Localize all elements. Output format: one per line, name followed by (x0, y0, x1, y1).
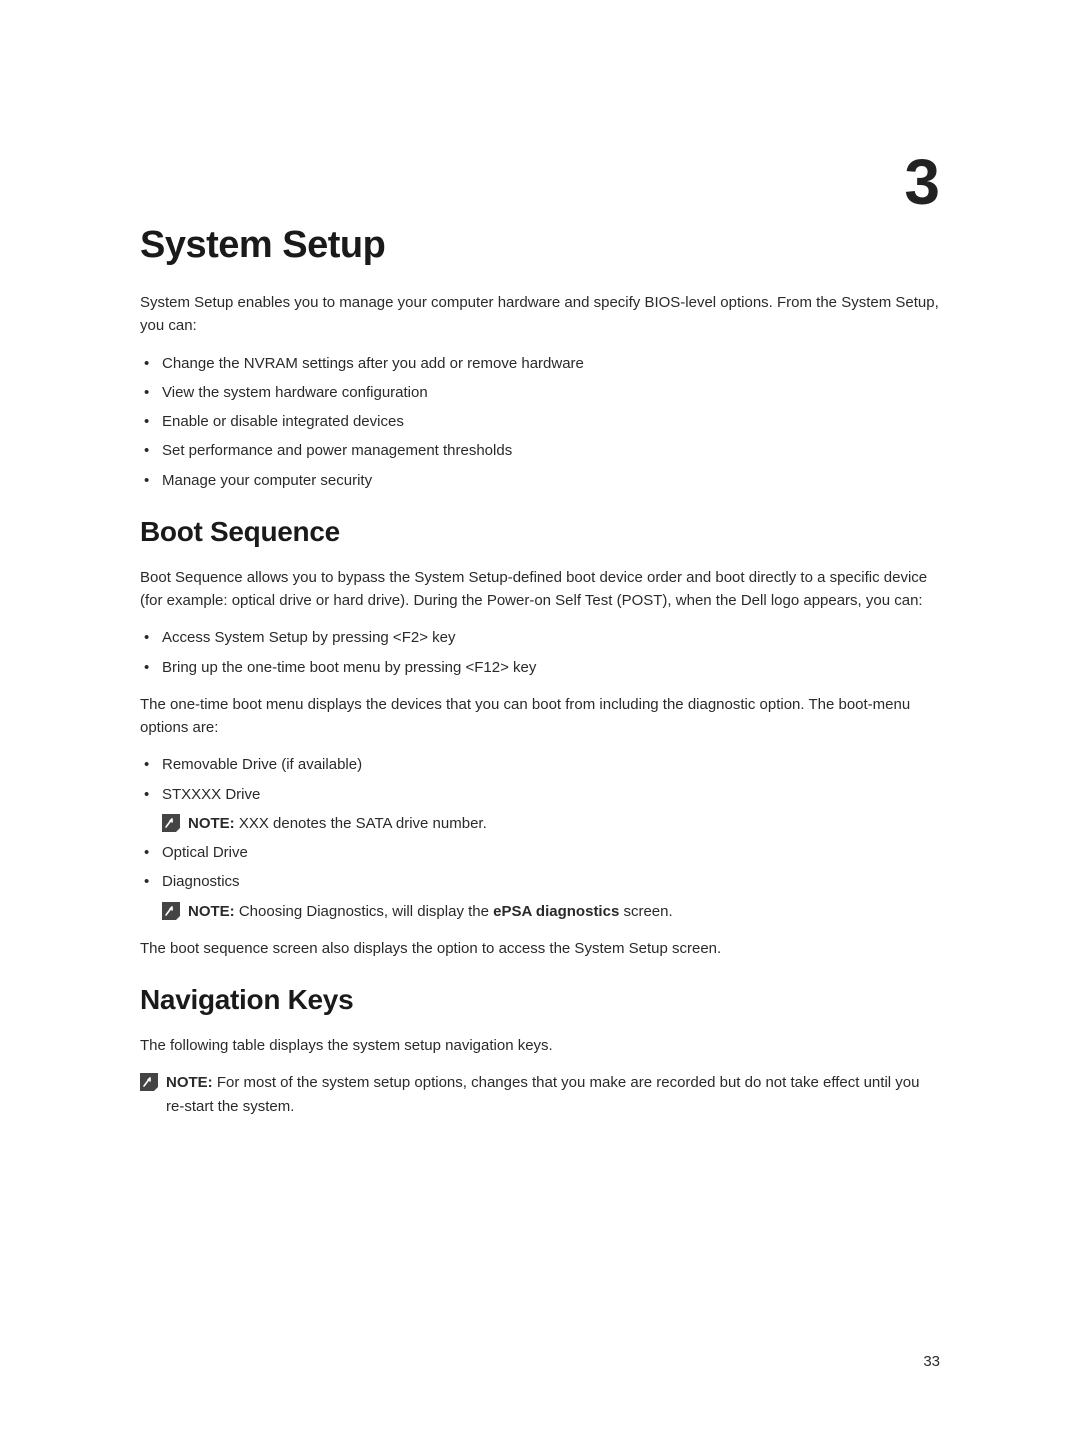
list-item: Change the NVRAM settings after you add … (140, 352, 940, 375)
note-label: NOTE: (188, 815, 235, 832)
intro-bullet-list: Change the NVRAM settings after you add … (140, 352, 940, 492)
list-item-text: Diagnostics (162, 873, 240, 890)
page-number: 33 (923, 1353, 940, 1370)
boot-bullet-list-2: Removable Drive (if available) STXXXX Dr… (140, 753, 940, 923)
note-label: NOTE: (188, 903, 235, 920)
chapter-number: 3 (140, 150, 940, 214)
list-item: Optical Drive (140, 841, 940, 864)
nav-paragraph-1: The following table displays the system … (140, 1034, 940, 1057)
note-text: NOTE: For most of the system setup optio… (166, 1071, 940, 1118)
note-icon (140, 1073, 158, 1091)
page-content: 3 System Setup System Setup enables you … (0, 0, 1080, 1178)
list-item: Bring up the one-time boot menu by press… (140, 656, 940, 679)
list-item: STXXXX Drive NOTE: XXX denotes the SATA … (140, 783, 940, 836)
note-icon (162, 814, 180, 832)
list-item: Diagnostics NOTE: Choosing Diagnostics, … (140, 870, 940, 923)
note-body: XXX denotes the SATA drive number. (235, 815, 487, 832)
boot-bullet-list-1: Access System Setup by pressing <F2> key… (140, 626, 940, 679)
intro-paragraph: System Setup enables you to manage your … (140, 291, 940, 338)
note-text: NOTE: Choosing Diagnostics, will display… (188, 900, 673, 923)
boot-paragraph-3: The boot sequence screen also displays t… (140, 937, 940, 960)
navigation-keys-heading: Navigation Keys (140, 984, 940, 1016)
note-bold: ePSA diagnostics (493, 903, 619, 920)
page-title: System Setup (140, 224, 940, 267)
list-item: Enable or disable integrated devices (140, 410, 940, 433)
list-item: Manage your computer security (140, 469, 940, 492)
note-block: NOTE: For most of the system setup optio… (140, 1071, 940, 1118)
list-item: Access System Setup by pressing <F2> key (140, 626, 940, 649)
note-block: NOTE: XXX denotes the SATA drive number. (162, 812, 940, 835)
note-icon (162, 902, 180, 920)
note-block: NOTE: Choosing Diagnostics, will display… (162, 900, 940, 923)
boot-paragraph-1: Boot Sequence allows you to bypass the S… (140, 566, 940, 613)
note-body: For most of the system setup options, ch… (166, 1074, 919, 1114)
list-item: Removable Drive (if available) (140, 753, 940, 776)
note-label: NOTE: (166, 1074, 213, 1091)
list-item: View the system hardware configuration (140, 381, 940, 404)
note-body-a: Choosing Diagnostics, will display the (235, 903, 493, 920)
list-item-text: STXXXX Drive (162, 786, 260, 803)
boot-paragraph-2: The one-time boot menu displays the devi… (140, 693, 940, 740)
list-item: Set performance and power management thr… (140, 439, 940, 462)
note-body-b: screen. (619, 903, 672, 920)
note-text: NOTE: XXX denotes the SATA drive number. (188, 812, 487, 835)
boot-sequence-heading: Boot Sequence (140, 516, 940, 548)
